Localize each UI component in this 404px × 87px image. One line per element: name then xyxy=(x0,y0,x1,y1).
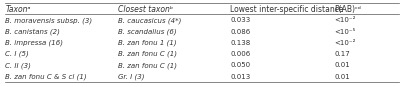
Text: B. zan fonu C (1): B. zan fonu C (1) xyxy=(118,62,177,69)
Text: <10⁻²: <10⁻² xyxy=(335,40,356,46)
Text: Closest taxonᵇ: Closest taxonᵇ xyxy=(118,5,173,14)
Text: <10⁻²: <10⁻² xyxy=(335,17,356,23)
Text: Taxonᵃ: Taxonᵃ xyxy=(5,5,31,14)
Text: B. scandalius (6): B. scandalius (6) xyxy=(118,28,177,35)
Text: B. zan fonu C (1): B. zan fonu C (1) xyxy=(118,51,177,57)
Text: 0.033: 0.033 xyxy=(230,17,250,23)
Text: P(AB)ᶜᵈ: P(AB)ᶜᵈ xyxy=(335,5,361,14)
Text: B. zan fonu C & S cl (1): B. zan fonu C & S cl (1) xyxy=(5,73,87,80)
Text: 0.086: 0.086 xyxy=(230,29,250,35)
Text: 0.050: 0.050 xyxy=(230,62,250,68)
Text: B. canistans (2): B. canistans (2) xyxy=(5,28,60,35)
Text: 0.01: 0.01 xyxy=(335,62,350,68)
Text: 0.138: 0.138 xyxy=(230,40,250,46)
Text: 0.006: 0.006 xyxy=(230,51,250,57)
Text: 0.013: 0.013 xyxy=(230,74,250,80)
Text: Gr. I (3): Gr. I (3) xyxy=(118,73,144,80)
Text: B. caucasicus (4*): B. caucasicus (4*) xyxy=(118,17,181,24)
Text: 0.01: 0.01 xyxy=(335,74,350,80)
Text: 0.17: 0.17 xyxy=(335,51,350,57)
Text: Lowest inter-specific distance: Lowest inter-specific distance xyxy=(230,5,343,14)
Text: B. zan fonu 1 (1): B. zan fonu 1 (1) xyxy=(118,40,177,46)
Text: <10⁻⁵: <10⁻⁵ xyxy=(335,29,356,35)
Text: B. impressa (16): B. impressa (16) xyxy=(5,40,63,46)
Text: C. I (5): C. I (5) xyxy=(5,51,29,57)
Text: B. moravensis subsp. (3): B. moravensis subsp. (3) xyxy=(5,17,93,24)
Text: C. II (3): C. II (3) xyxy=(5,62,31,69)
